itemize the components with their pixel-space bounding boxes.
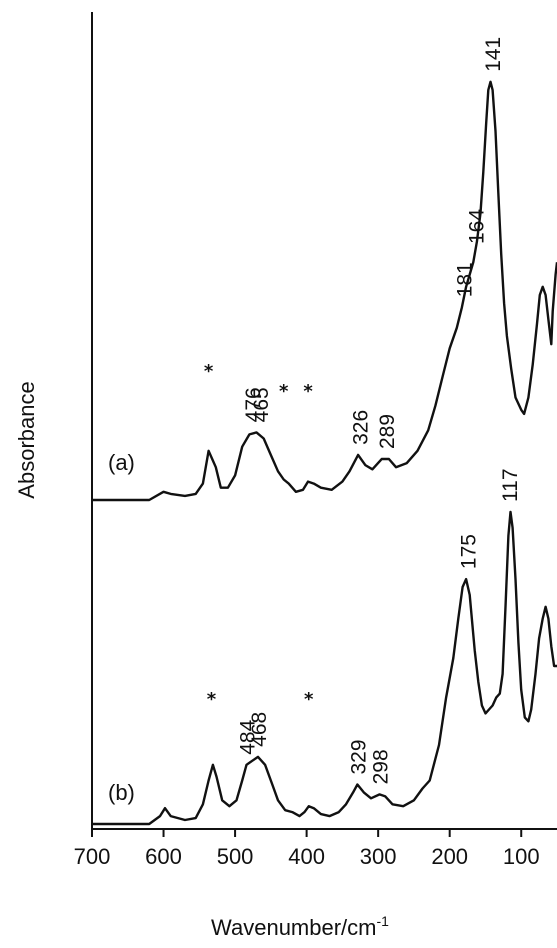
x-tick-label: 300 bbox=[360, 844, 397, 869]
trace-label-b: (b) bbox=[108, 780, 135, 805]
impurity-star-marker: * bbox=[204, 361, 214, 382]
x-axis-title: Wavenumber/cm-1 bbox=[211, 913, 389, 940]
spectrum-line-b bbox=[92, 510, 557, 826]
peak-label: 298 bbox=[370, 749, 393, 784]
peak-label: 465 bbox=[250, 387, 273, 422]
x-tick-label: 100 bbox=[503, 844, 540, 869]
x-tick-label: 600 bbox=[145, 844, 182, 869]
impurity-star-marker: * bbox=[279, 381, 289, 402]
peak-label: 468 bbox=[248, 712, 271, 747]
x-tick-label: 200 bbox=[431, 844, 468, 869]
peak-label: 329 bbox=[347, 739, 370, 774]
peak-label: 326 bbox=[350, 410, 373, 445]
plot-frame bbox=[91, 12, 557, 830]
peak-label: 484 bbox=[237, 719, 260, 754]
x-axis-title-superscript: -1 bbox=[377, 913, 390, 929]
x-tick-label: 700 bbox=[74, 844, 111, 869]
x-tick-label: 500 bbox=[217, 844, 254, 869]
x-tick-label: 400 bbox=[288, 844, 325, 869]
x-axis-title-text: Wavenumber/cm bbox=[211, 915, 376, 940]
peak-label: 175 bbox=[458, 534, 481, 569]
spectrum-line-a bbox=[92, 80, 557, 502]
peak-label: 117 bbox=[499, 468, 522, 501]
impurity-star-marker: * bbox=[207, 689, 217, 710]
impurity-star-marker: * bbox=[303, 381, 313, 402]
peak-label: 164 bbox=[465, 209, 488, 244]
peak-label: 476 bbox=[242, 387, 265, 422]
peak-label: 181 bbox=[453, 262, 476, 297]
peak-label: 289 bbox=[376, 414, 399, 449]
spectrum-traces bbox=[92, 80, 557, 826]
y-axis-title: Absorbance bbox=[14, 381, 39, 498]
x-axis-ticks: 700 600 500 400 300 200 100 bbox=[74, 829, 540, 869]
peak-label: 141 bbox=[482, 37, 505, 72]
trace-label-a: (a) bbox=[108, 450, 135, 475]
impurity-star-marker: * bbox=[304, 689, 314, 710]
